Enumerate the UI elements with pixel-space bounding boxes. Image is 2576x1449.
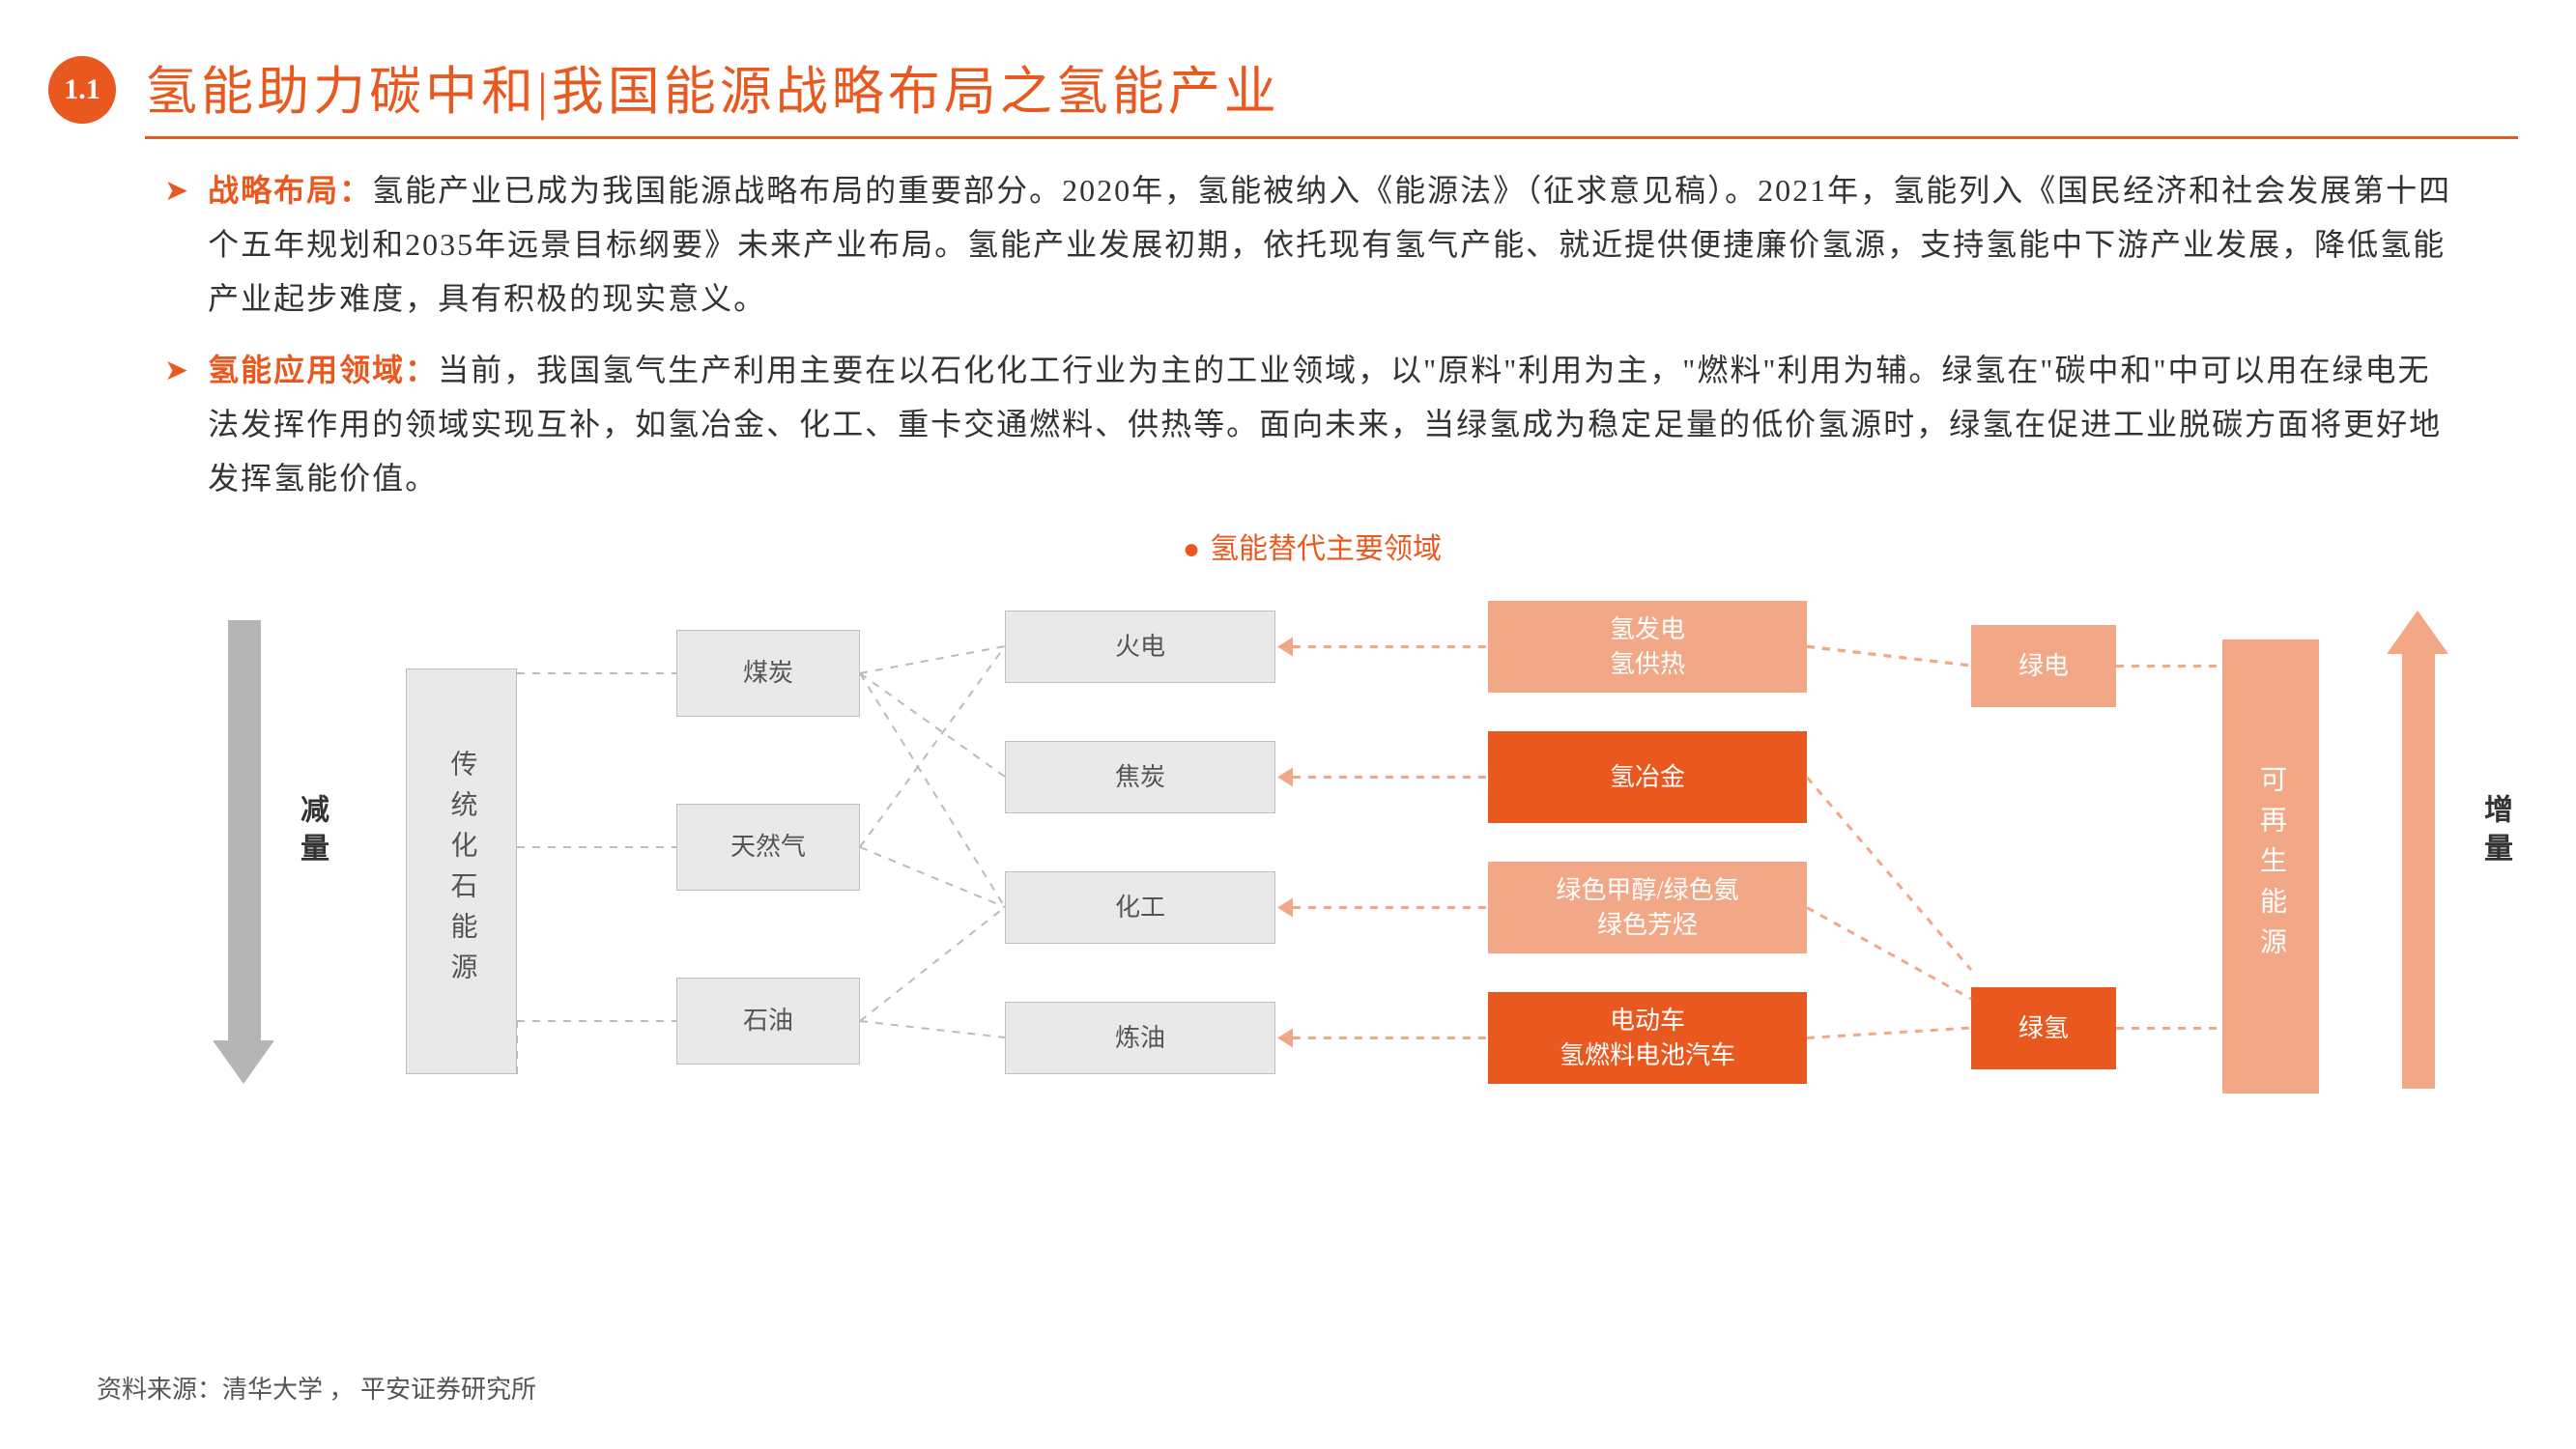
page-title: 氢能助力碳中和|我国能源战略布局之氢能产业 bbox=[145, 48, 2518, 139]
node-chem: 化工 bbox=[1005, 871, 1275, 944]
node-oil: 石油 bbox=[676, 978, 860, 1065]
bullet-icon: ➤ bbox=[164, 163, 190, 326]
node-gh2: 绿氢 bbox=[1971, 987, 2116, 1069]
vbox-fossil: 传统化石能源 bbox=[406, 668, 517, 1074]
node-hmetal: 氢冶金 bbox=[1488, 731, 1807, 823]
bullet-text: 氢能产业已成为我国能源战略布局的重要部分。2020年，氢能被纳入《能源法》（征求… bbox=[208, 173, 2451, 316]
source-footer: 资料来源：清华大学 ， 平安证券研究所 bbox=[97, 1370, 536, 1406]
increase-label: 增量 bbox=[2474, 794, 2516, 871]
node-greenchem: 绿色甲醇/绿色氨 绿色芳烃 bbox=[1488, 862, 1807, 953]
bullet-label: 氢能应用领域： bbox=[208, 353, 438, 387]
node-gpower: 绿电 bbox=[1971, 625, 2116, 707]
bullet-item: ➤ 氢能应用领域：当前，我国氢气生产利用主要在以石化化工行业为主的工业领域，以"… bbox=[164, 343, 2460, 505]
bullet-item: ➤ 战略布局：氢能产业已成为我国能源战略布局的重要部分。2020年，氢能被纳入《… bbox=[164, 163, 2460, 326]
chart-title: 氢能替代主要领域 bbox=[164, 525, 2460, 567]
flowchart: 减量 增量 传统化石能源 可再生能源 煤炭天然气石油 火电焦炭化工炼油 氢发电 氢供热氢冶金… bbox=[164, 601, 2541, 1142]
node-refine: 炼油 bbox=[1005, 1002, 1275, 1074]
decrease-arrow bbox=[213, 620, 275, 1074]
bullet-icon: ➤ bbox=[164, 343, 190, 505]
decrease-label: 减量 bbox=[290, 794, 332, 871]
node-ev: 电动车 氢燃料电池汽车 bbox=[1488, 992, 1807, 1084]
node-coke: 焦炭 bbox=[1005, 741, 1275, 813]
increase-arrow bbox=[2387, 620, 2449, 1084]
node-hpower: 氢发电 氢供热 bbox=[1488, 601, 1807, 693]
section-badge: 1.1 bbox=[48, 56, 116, 124]
vbox-renew: 可再生能源 bbox=[2222, 639, 2319, 1094]
node-coal: 煤炭 bbox=[676, 630, 860, 717]
node-thermal: 火电 bbox=[1005, 611, 1275, 683]
node-gas: 天然气 bbox=[676, 804, 860, 891]
bullet-text: 当前，我国氢气生产利用主要在以石化化工行业为主的工业领域，以"原料"利用为主，"… bbox=[208, 353, 2442, 496]
bullet-label: 战略布局： bbox=[208, 173, 372, 208]
